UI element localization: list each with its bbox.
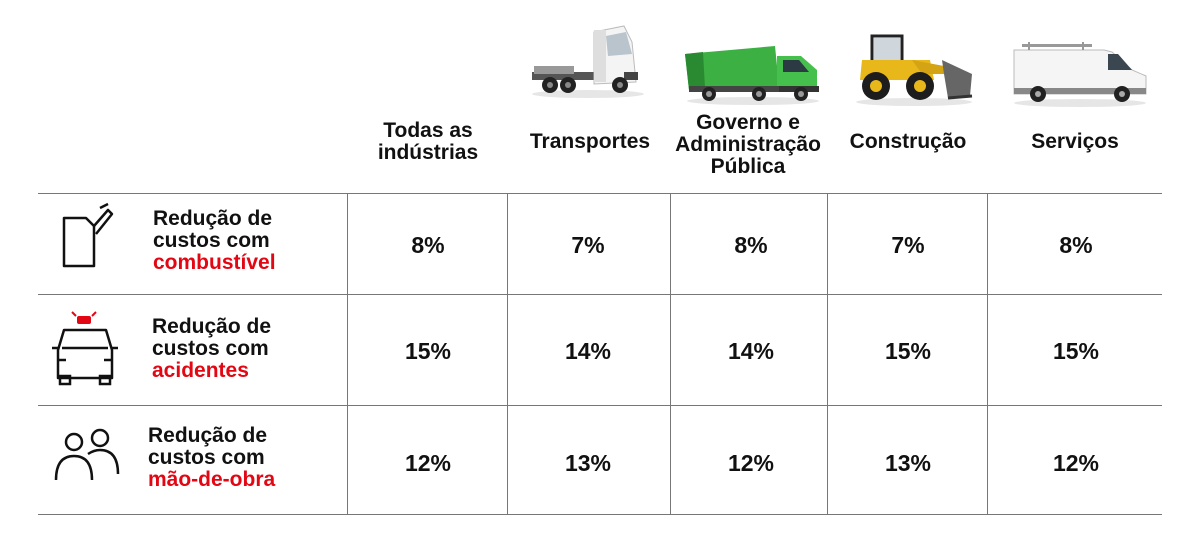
table-cell: 13%: [564, 450, 612, 476]
row-label-line: Redução de: [152, 315, 272, 338]
truck-icon: [532, 25, 644, 98]
table-cell: 12%: [727, 450, 775, 476]
table-cell: 13%: [884, 450, 932, 476]
grid-line-col3: [670, 193, 671, 515]
table-cell: 14%: [564, 338, 612, 364]
column-header-construcao: Construção: [849, 130, 967, 153]
row-label-combustivel: Redução de custos com combustível: [153, 208, 276, 274]
row-label-line: Redução de: [153, 207, 273, 230]
table-cell: 15%: [1052, 338, 1100, 364]
table-cell: 15%: [884, 338, 932, 364]
grid-line-top: [38, 193, 1162, 194]
fuel-can-icon: [62, 202, 114, 268]
table-cell: 8%: [734, 232, 768, 258]
column-header-transportes: Transportes: [529, 130, 651, 153]
table-cell: 7%: [891, 232, 925, 258]
table-cell: 12%: [1052, 450, 1100, 476]
table-cell: 14%: [727, 338, 775, 364]
row-label-accent: combustível: [153, 251, 276, 274]
row-label-line: custos com: [148, 446, 265, 469]
row-label-mao-de-obra: Redução de custos com mão-de-obra: [148, 425, 275, 491]
grid-line-row2: [38, 405, 1162, 406]
row-label-line: Redução de: [148, 424, 268, 447]
grid-line-row1: [38, 294, 1162, 295]
table-cell: 7%: [571, 232, 605, 258]
people-icon: [54, 428, 120, 481]
row-label-acidentes: Redução de custos com acidentes: [152, 316, 271, 382]
grid-line-col1: [347, 193, 348, 515]
grid-line-col5: [987, 193, 988, 515]
table-cell: 8%: [1059, 232, 1093, 258]
row-label-accent: mão-de-obra: [148, 468, 276, 491]
table-cell: 15%: [404, 338, 452, 364]
table-cell: 8%: [411, 232, 445, 258]
garbage-truck-icon: [685, 46, 819, 105]
van-icon: [1013, 42, 1147, 107]
row-label-line: custos com: [153, 229, 270, 252]
column-header-governo: Governo e Administração Pública: [675, 111, 821, 178]
column-header-servicos: Serviços: [1031, 130, 1119, 153]
car-siren-icon: [52, 311, 118, 386]
grid-line-col2: [507, 193, 508, 515]
table-cell: 12%: [404, 450, 452, 476]
wheel-loader-icon: [856, 34, 973, 106]
row-label-accent: acidentes: [152, 359, 249, 382]
column-header-todas-industrias: Todas as indústrias: [377, 119, 479, 164]
row-label-line: custos com: [152, 337, 269, 360]
grid-line-col4: [827, 193, 828, 515]
grid-line-bottom: [38, 514, 1162, 515]
